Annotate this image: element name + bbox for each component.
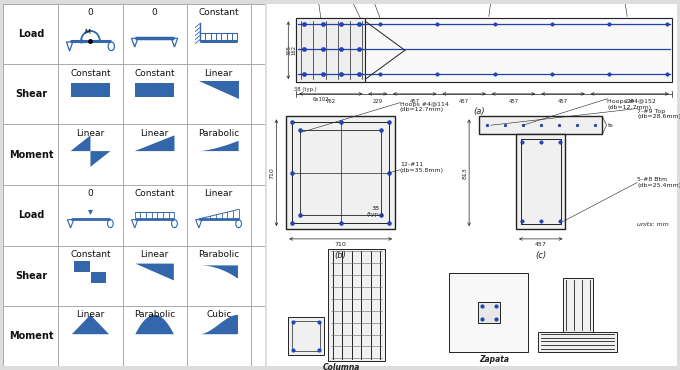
Text: Moment: Moment — [9, 331, 53, 341]
Text: 457: 457 — [558, 99, 568, 104]
Text: 12-#11
(db=35.8mm): 12-#11 (db=35.8mm) — [400, 162, 444, 173]
Text: Cubic: Cubic — [206, 310, 231, 319]
Bar — [300, 130, 381, 215]
Bar — [521, 139, 560, 224]
Text: 457: 457 — [534, 242, 547, 247]
Text: 710: 710 — [335, 242, 347, 247]
Text: Constant: Constant — [70, 68, 111, 78]
Circle shape — [107, 220, 113, 228]
Text: Parabolic: Parabolic — [134, 310, 175, 319]
Polygon shape — [199, 141, 239, 151]
Bar — [539, 332, 617, 351]
Text: Shear: Shear — [15, 89, 47, 100]
Text: 0: 0 — [88, 189, 93, 198]
Text: Moment: Moment — [9, 150, 53, 160]
Text: Zapata: Zapata — [479, 354, 509, 364]
Polygon shape — [72, 315, 109, 334]
Bar — [328, 249, 385, 361]
Text: 229: 229 — [373, 99, 383, 104]
Text: 6x102: 6x102 — [313, 97, 329, 102]
Circle shape — [108, 42, 114, 51]
Bar — [91, 272, 107, 283]
Polygon shape — [67, 42, 73, 51]
Text: Parabolic: Parabolic — [198, 250, 239, 259]
Text: Linear: Linear — [76, 129, 105, 138]
Text: 229: 229 — [625, 99, 634, 104]
Text: Linear: Linear — [205, 68, 233, 78]
Text: Load: Load — [18, 29, 44, 39]
Polygon shape — [135, 263, 174, 280]
Text: 305: 305 — [286, 45, 291, 55]
Text: 38
(typ.): 38 (typ.) — [367, 206, 384, 217]
Text: 457: 457 — [410, 99, 420, 104]
Polygon shape — [199, 315, 238, 334]
Polygon shape — [131, 220, 138, 228]
Circle shape — [236, 220, 241, 228]
Polygon shape — [199, 81, 239, 99]
Polygon shape — [67, 220, 73, 228]
Text: 710: 710 — [269, 167, 275, 179]
Text: 813: 813 — [462, 167, 467, 179]
Bar — [71, 83, 110, 97]
Bar — [286, 117, 395, 229]
Bar — [292, 122, 389, 223]
Polygon shape — [135, 135, 175, 151]
Polygon shape — [199, 265, 238, 279]
Bar — [449, 273, 528, 352]
Text: (c): (c) — [535, 250, 546, 260]
Text: Linear: Linear — [205, 189, 233, 198]
Text: 0: 0 — [88, 8, 93, 17]
Polygon shape — [131, 38, 138, 47]
Text: 5-#8 Btm
(db=25.4mm): 5-#8 Btm (db=25.4mm) — [637, 177, 680, 188]
Text: 0: 0 — [152, 8, 158, 17]
Text: (b): (b) — [335, 250, 347, 260]
Polygon shape — [196, 220, 202, 228]
Text: (a): (a) — [473, 107, 485, 115]
Text: Constant: Constant — [134, 68, 175, 78]
Circle shape — [171, 220, 177, 228]
Bar — [292, 321, 320, 351]
Text: Columna: Columna — [323, 363, 360, 370]
Bar — [74, 261, 90, 272]
Polygon shape — [71, 135, 90, 151]
Text: 7-#9 Top
(db=28.6mm): 7-#9 Top (db=28.6mm) — [637, 108, 680, 120]
Text: units: mm: units: mm — [637, 222, 669, 227]
Bar — [563, 278, 593, 332]
Text: 38 (typ.): 38 (typ.) — [294, 87, 317, 92]
Text: Parabolic: Parabolic — [198, 129, 239, 138]
Text: Constant: Constant — [134, 189, 175, 198]
Text: Hoops #4@114
(db=12.7mm): Hoops #4@114 (db=12.7mm) — [400, 102, 449, 112]
Text: ts: ts — [607, 123, 613, 128]
Text: Linear: Linear — [141, 129, 169, 138]
Polygon shape — [90, 151, 110, 167]
Text: 457: 457 — [509, 99, 519, 104]
Bar — [478, 302, 500, 323]
Text: 162: 162 — [291, 45, 296, 55]
Text: Constant: Constant — [199, 8, 239, 17]
Text: Shear: Shear — [15, 270, 47, 281]
Bar — [135, 83, 175, 97]
Bar — [296, 18, 672, 82]
Text: Linear: Linear — [141, 250, 169, 259]
Polygon shape — [171, 38, 177, 47]
Text: Hoops #4@152
(db=12.7mm): Hoops #4@152 (db=12.7mm) — [607, 99, 656, 110]
Bar — [516, 134, 566, 229]
Text: 762: 762 — [326, 99, 336, 104]
Text: 457: 457 — [459, 99, 469, 104]
Bar — [479, 117, 602, 134]
Text: Constant: Constant — [70, 250, 111, 259]
Polygon shape — [135, 315, 174, 334]
Text: M: M — [84, 29, 90, 35]
Text: Load: Load — [18, 210, 44, 220]
Bar — [296, 18, 365, 82]
Text: Linear: Linear — [76, 310, 105, 319]
Bar — [288, 317, 324, 354]
